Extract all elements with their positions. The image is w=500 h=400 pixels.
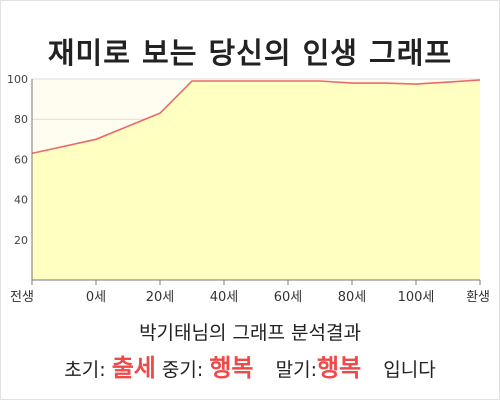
late-label: 말기: xyxy=(275,359,317,381)
y-tick-label: 40 xyxy=(14,194,28,207)
analysis-label: 박기태님의 그래프 분석결과 xyxy=(139,322,361,344)
x-tick-label: 60세 xyxy=(274,290,303,305)
middle-value: 행복 xyxy=(209,354,254,382)
x-tick-label: 80세 xyxy=(338,290,367,305)
late-value: 행복 xyxy=(316,354,362,382)
result-suffix: 입니다 xyxy=(383,359,436,381)
x-tick-label: 환생 xyxy=(466,290,490,305)
chart-title: 재미로 보는 당신의 인생 그래프 xyxy=(47,36,453,70)
y-tick-label: 80 xyxy=(14,113,28,126)
x-tick-label: 0세 xyxy=(86,290,106,305)
y-tick-label: 60 xyxy=(14,153,28,166)
life-graph: 20 40 60 80 100 전생 0세 20세 40세 60세 80세 100세 환생 xyxy=(7,73,490,305)
x-tick-label: 전생 xyxy=(10,290,34,305)
early-label: 초기: xyxy=(64,359,106,381)
series-line xyxy=(31,79,481,155)
x-tick-label: 100세 xyxy=(398,290,435,305)
x-tick-label: 20세 xyxy=(146,290,175,305)
result-line: 초기: 출세 중기: 행복 말기:행복 입니다 xyxy=(0,348,500,383)
series-area xyxy=(32,80,480,280)
y-tick-label: 100 xyxy=(7,73,28,86)
early-value: 출세 xyxy=(111,354,156,382)
x-tick-label: 40세 xyxy=(210,290,239,305)
middle-label: 중기: xyxy=(161,359,204,381)
y-tick-label: 20 xyxy=(14,234,28,247)
